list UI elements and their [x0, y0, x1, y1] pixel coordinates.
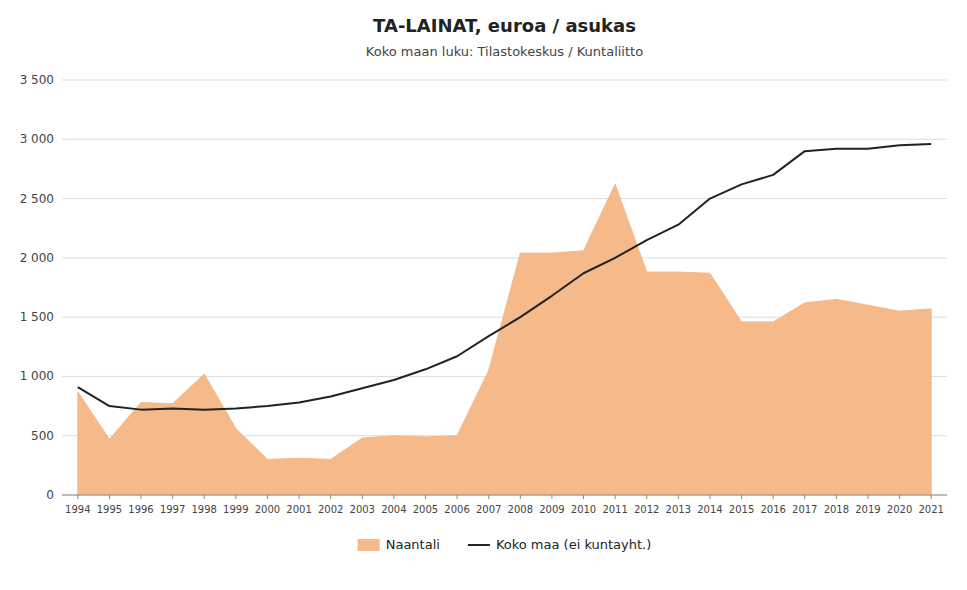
- grid: [62, 80, 947, 495]
- x-tick: [678, 495, 679, 499]
- x-tick-label: 2007: [476, 504, 501, 515]
- x-tick-label: 2000: [255, 504, 280, 515]
- line: [78, 144, 931, 410]
- x-tick-label: 2016: [760, 504, 785, 515]
- x-tick: [520, 495, 521, 499]
- grid-line: [62, 139, 947, 140]
- x-tick-label: 2014: [697, 504, 722, 515]
- x-tick-label: 1999: [223, 504, 248, 515]
- x-tick-label: 2018: [824, 504, 849, 515]
- x-tick-label: 2020: [887, 504, 912, 515]
- x-tick: [741, 495, 742, 499]
- x-tick: [899, 495, 900, 499]
- x-tick: [109, 495, 110, 499]
- x-tick-label: 2017: [792, 504, 817, 515]
- y-tick-label: 2 500: [20, 192, 54, 206]
- legend-swatch: [468, 544, 490, 546]
- x-tick-label: 2011: [602, 504, 627, 515]
- x-tick-label: 2008: [508, 504, 533, 515]
- x-tick: [362, 495, 363, 499]
- y-tick-label: 3 500: [20, 73, 54, 87]
- x-tick-label: 2021: [918, 504, 943, 515]
- x-tick: [141, 495, 142, 499]
- x-tick-label: 2019: [855, 504, 880, 515]
- x-tick-label: 2003: [350, 504, 375, 515]
- x-tick-label: 1997: [160, 504, 185, 515]
- x-tick: [488, 495, 489, 499]
- grid-line: [62, 198, 947, 199]
- title: TA-LAINAT, euroa / asukas: [373, 15, 636, 36]
- x-tick-label: 2010: [571, 504, 596, 515]
- x-tick: [931, 495, 932, 499]
- x-tick: [583, 495, 584, 499]
- x-tick-label: 2012: [634, 504, 659, 515]
- x-tick: [867, 495, 868, 499]
- legend-item: Naantali: [358, 537, 440, 552]
- x-tick-label: 2004: [381, 504, 406, 515]
- y-tick-label: 0: [46, 488, 54, 502]
- x-tick: [709, 495, 710, 499]
- x-tick: [172, 495, 173, 499]
- grid-line: [62, 80, 947, 81]
- y-tick-label: 3 000: [20, 132, 54, 146]
- x-tick-label: 2002: [318, 504, 343, 515]
- x-axis: [62, 495, 947, 496]
- legend-item: Koko maa (ei kuntayht.): [468, 537, 651, 552]
- x-tick-label: 1998: [192, 504, 217, 515]
- x-tick: [836, 495, 837, 499]
- x-tick-label: 1996: [128, 504, 153, 515]
- x-tick-label: 2009: [539, 504, 564, 515]
- legend-label: Koko maa (ei kuntayht.): [496, 537, 651, 552]
- y-tick-label: 1 500: [20, 310, 54, 324]
- x-tick: [77, 495, 78, 499]
- subtitle: Koko maan luku: Tilastokeskus / Kuntalii…: [366, 44, 643, 59]
- x-tick-label: 2006: [444, 504, 469, 515]
- area: [78, 184, 931, 495]
- x-tick: [804, 495, 805, 499]
- x-tick: [299, 495, 300, 499]
- grid-line: [62, 257, 947, 258]
- x-tick: [551, 495, 552, 499]
- x-tick: [773, 495, 774, 499]
- y-tick-label: 2 000: [20, 251, 54, 265]
- grid-line: [62, 495, 947, 496]
- x-tick: [235, 495, 236, 499]
- y-tick-label: 500: [31, 429, 54, 443]
- x-tick-label: 2001: [286, 504, 311, 515]
- x-tick-label: 2013: [666, 504, 691, 515]
- x-tick-label: 1994: [65, 504, 90, 515]
- x-tick: [646, 495, 647, 499]
- x-tick-label: 1995: [97, 504, 122, 515]
- x-tick: [425, 495, 426, 499]
- legend-label: Naantali: [386, 537, 440, 552]
- x-tick-label: 2015: [729, 504, 754, 515]
- x-tick: [204, 495, 205, 499]
- x-tick: [330, 495, 331, 499]
- x-tick-label: 2005: [413, 504, 438, 515]
- x-tick: [457, 495, 458, 499]
- x-tick: [615, 495, 616, 499]
- x-tick: [393, 495, 394, 499]
- y-tick-label: 1 000: [20, 369, 54, 383]
- marks: [78, 144, 931, 495]
- legend-swatch: [358, 539, 380, 551]
- legend: Naantali Koko maa (ei kuntayht.): [358, 537, 652, 552]
- x-tick: [267, 495, 268, 499]
- chart: TA-LAINAT, euroa / asukas Koko maan luku:…: [0, 0, 967, 590]
